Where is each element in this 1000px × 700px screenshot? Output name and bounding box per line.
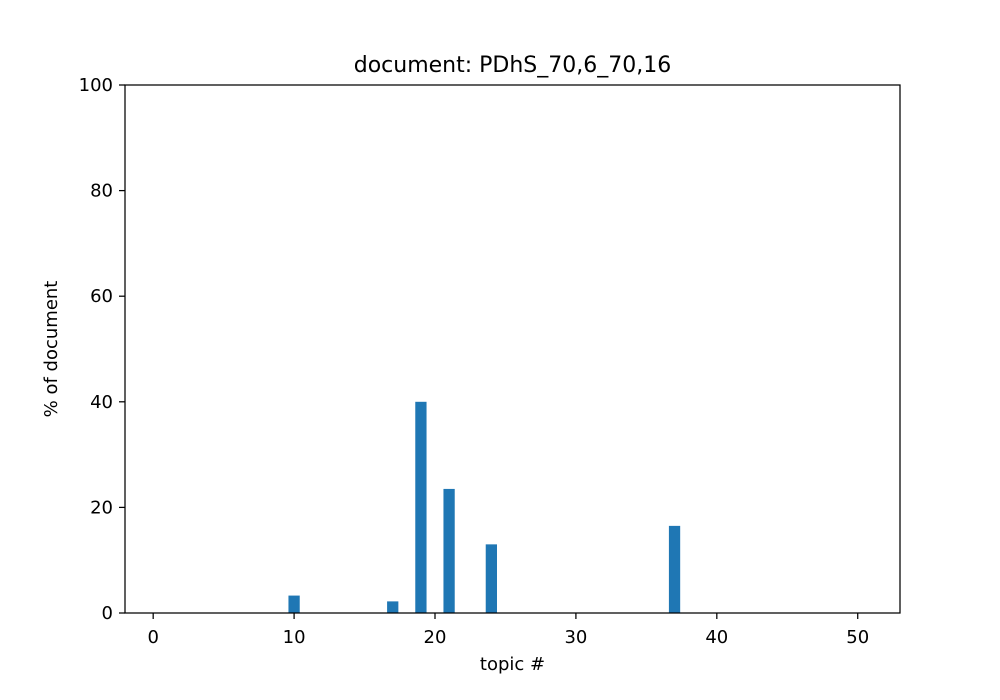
bar-topic-21 — [443, 488, 455, 613]
chart-title: document: PDhS_70,6_70,16 — [354, 53, 672, 78]
x-axis-ticks: 0 10 20 30 40 50 — [147, 613, 869, 648]
bar-topic-17 — [387, 601, 399, 613]
bar-topic-24 — [485, 544, 497, 613]
y-axis-label: % of document — [41, 281, 62, 418]
x-tick-label: 50 — [846, 627, 869, 648]
x-tick-label: 20 — [424, 627, 447, 648]
y-tick-label: 20 — [90, 497, 113, 518]
x-tick-label: 10 — [283, 627, 306, 648]
y-axis-ticks: 0 20 40 60 80 100 — [79, 75, 125, 624]
y-tick-label: 80 — [90, 181, 113, 202]
x-axis-label: topic # — [480, 654, 545, 675]
y-tick-label: 0 — [102, 603, 113, 624]
bar-topic-37 — [668, 525, 681, 613]
x-tick-label: 30 — [564, 627, 587, 648]
bars-group — [288, 401, 681, 613]
bar-topic-10 — [288, 595, 300, 613]
x-tick-label: 0 — [147, 627, 158, 648]
y-tick-label: 40 — [90, 392, 113, 413]
y-tick-label: 60 — [90, 286, 113, 307]
x-tick-label: 40 — [705, 627, 728, 648]
plot-frame — [124, 84, 901, 614]
bar-topic-19 — [415, 401, 427, 613]
y-tick-label: 100 — [79, 75, 113, 96]
